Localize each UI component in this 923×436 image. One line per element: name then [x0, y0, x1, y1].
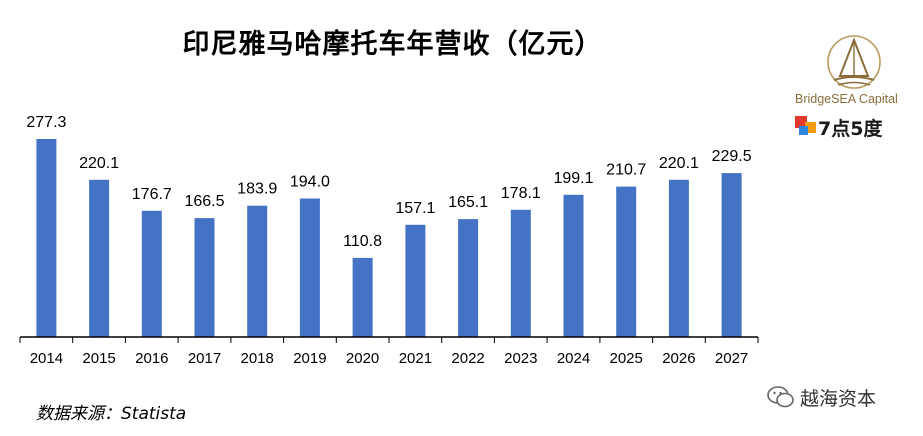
bar-2016 [141, 210, 162, 337]
bar-2022 [458, 219, 479, 337]
bar-2015 [89, 179, 110, 337]
value-label-2020: 110.8 [343, 233, 382, 250]
value-label-2025: 210.7 [606, 162, 646, 179]
bar-2027 [721, 173, 742, 337]
bar-2023 [510, 209, 531, 337]
x-tick-label-2020: 2020 [346, 350, 379, 367]
x-tick-label-2024: 2024 [557, 350, 590, 367]
bar-2014 [36, 139, 57, 337]
value-label-2018: 183.9 [237, 181, 277, 198]
bar-2026 [668, 179, 689, 337]
sail-emblem-icon [827, 35, 881, 89]
value-label-2017: 166.5 [184, 193, 224, 210]
value-label-2014: 277.3 [26, 114, 66, 131]
value-label-2019: 194.0 [290, 174, 330, 191]
bar-2018 [247, 205, 268, 337]
bar-2020 [352, 257, 373, 337]
x-tick-label-2025: 2025 [610, 350, 643, 367]
x-tick-label-2026: 2026 [662, 350, 695, 367]
value-labels-layer: 277.3 220.1 176.7 166.5 183.9 194.0 110.8 157.1… [26, 114, 751, 250]
value-label-2026: 220.1 [659, 155, 699, 172]
bar-2025 [616, 186, 637, 337]
bar-2017 [194, 218, 215, 337]
bar-2024 [563, 194, 584, 337]
x-tick-label-2021: 2021 [399, 350, 432, 367]
value-label-2015: 220.1 [79, 155, 119, 172]
x-tick-label-2023: 2023 [504, 350, 537, 367]
bar-2019 [299, 198, 320, 337]
bars-layer [36, 139, 742, 337]
wechat-account-label: 越海资本 [800, 388, 877, 410]
x-tick-label-2018: 2018 [241, 350, 274, 367]
value-label-2027: 229.5 [712, 148, 752, 165]
value-label-2023: 178.1 [501, 185, 541, 202]
value-label-2024: 199.1 [553, 170, 593, 187]
wechat-icon [767, 386, 794, 408]
x-tick-label-2027: 2027 [715, 350, 748, 367]
bridgesea-text: BridgeSEA Capital [795, 92, 898, 106]
x-tick-label-2015: 2015 [82, 350, 115, 367]
value-label-2021: 157.1 [395, 200, 435, 217]
bridgesea-logo [790, 28, 920, 148]
x-tick-label-2014: 2014 [30, 350, 63, 367]
seven-five-text: 7点5度 [818, 118, 883, 140]
x-axis-ticks-layer: 2014 2015 2016 2017 2018 2019 2020 2021 2022 2023… [19, 337, 759, 367]
source-note: 数据来源：Statista [36, 404, 187, 424]
seven-five-logo-icon [795, 116, 816, 135]
value-label-2016: 176.7 [132, 186, 172, 203]
x-tick-label-2019: 2019 [293, 350, 326, 367]
x-tick-label-2017: 2017 [188, 350, 221, 367]
x-tick-label-2016: 2016 [135, 350, 168, 367]
value-label-2022: 165.1 [448, 194, 488, 211]
bar-2021 [405, 224, 426, 337]
chart-title: 印尼雅马哈摩托车年营收（亿元） [182, 29, 603, 60]
x-tick-label-2022: 2022 [451, 350, 484, 367]
